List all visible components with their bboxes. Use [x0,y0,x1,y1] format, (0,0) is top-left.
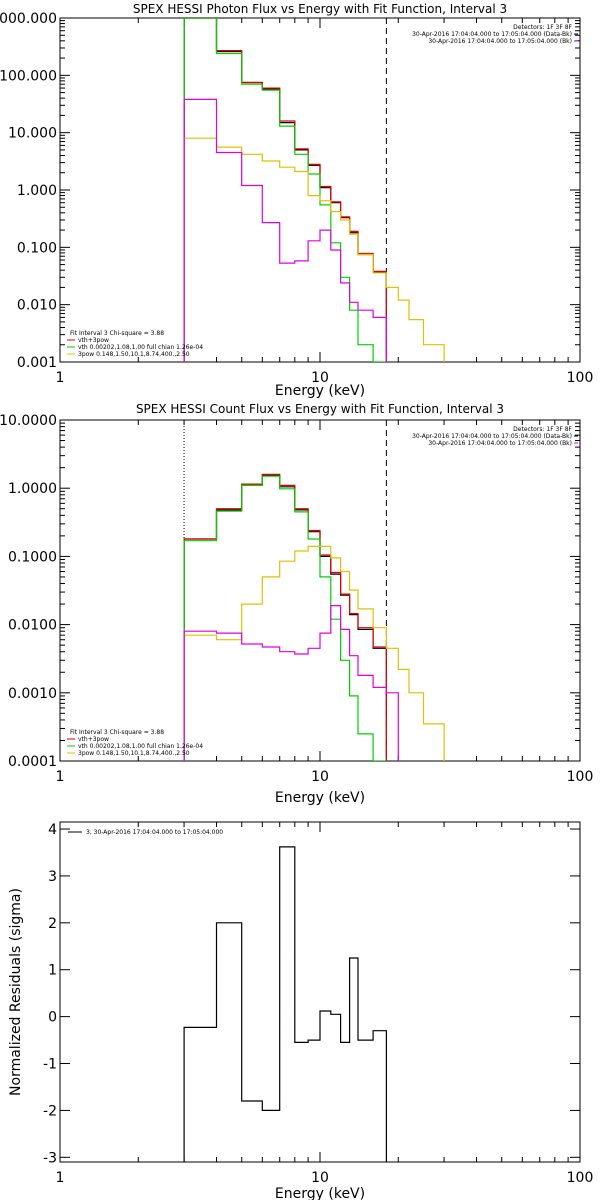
plot-frame [59,419,581,762]
series-group [183,473,445,761]
y-tick-label: 1.000 [17,183,57,199]
chart-panel-3: Energy (keV) Normalized Residuals (sigma)… [8,821,594,1200]
series-line-3 [183,475,387,761]
legend-top-entry: Detectors: 1F 3F 8F [513,24,572,31]
x-tick-label: 10 [311,1170,329,1186]
series-line-1 [183,474,387,761]
y-tick-label: 3 [48,869,57,885]
chart-title: SPEX HESSI Count Flux vs Energy with Fit… [136,402,504,416]
x-tick-label: 1 [56,769,65,785]
y-tick-label: 2 [48,916,57,932]
legend-entry: 3, 30-Apr-2016 17:04:04.000 to 17:05:04.… [86,829,223,836]
chart-panel-1: SPEX HESSI Photon Flux vs Energy with Fi… [0,2,593,399]
x-tick-label: 1 [56,1170,65,1186]
legend-bottom-entry: 3pow 0.148,1.50,10.1,8.74,400.,2.50 [78,351,190,358]
legend-top-entry: Detectors: 1F 3F 8F [513,426,572,433]
x-axis-label: Energy (keV) [275,1186,365,1200]
y-tick-label: 0.100 [17,240,57,256]
series-line-1 [183,846,387,1162]
y-tick-label: 1 [48,963,57,979]
legend-bottom-entry: Fit Interval 3 Chi-square = 3.88 [70,330,164,337]
legend-bottom-entry: vth 0.00202,1.08,1.00 full chian 1.26e-0… [78,344,203,351]
y-tick-label: 0.1000 [8,549,57,565]
series-line-2 [183,473,387,761]
y-tick-label: -2 [43,1103,57,1119]
legend-bottom-entry: Fit Interval 3 Chi-square = 3.88 [70,729,164,736]
series-line-5 [183,98,387,362]
y-tick-label: 0 [48,1010,57,1026]
legend-bottom-entry: vth 0.00202,1.08,1.00 full chian 1.26e-0… [78,743,203,750]
x-tick-label: 10 [311,769,329,785]
legend-top-entry: 30-Apr-2016 17:04:04.000 to 17:05:04.000… [412,31,572,38]
series-group [183,18,445,362]
y-tick-label: 0.001 [17,355,57,371]
y-tick-label: 4 [48,822,57,838]
x-tick-label: 100 [567,1170,594,1186]
x-axis-label: Energy (keV) [275,383,365,399]
y-tick-label: 100.000 [0,68,57,84]
y-tick-label: 0.0010 [8,686,57,702]
legend-top-entry: 30-Apr-2016 17:04:04.000 to 17:05:04.000… [412,433,572,440]
y-tick-label: 1.0000 [8,481,57,497]
y-tick-label: -1 [43,1057,57,1073]
y-tick-label: 0.010 [17,298,57,314]
y-tick-label: -3 [43,1150,57,1166]
y-tick-label: 0.0001 [8,754,57,770]
x-tick-label: 10 [311,370,329,386]
legend-bottom-entry: 3pow 0.148,1.50,10.1,8.74,400.,2.50 [78,750,190,757]
series-group [183,846,387,1162]
chart-title: SPEX HESSI Photon Flux vs Energy with Fi… [133,2,507,16]
x-tick-label: 1 [56,370,65,386]
x-tick-label: 100 [567,370,594,386]
series-line-4 [183,137,445,362]
series-line-3 [183,18,387,362]
plot-frame [59,821,581,1163]
x-axis-label: Energy (keV) [275,790,365,806]
legend-top-entry: 30-Apr-2016 17:04:04.000 to 17:05:04.000… [428,38,572,45]
series-line-5 [183,605,399,761]
chart-panel-2: SPEX HESSI Count Flux vs Energy with Fit… [0,402,593,806]
y-tick-label: 10.0000 [0,413,57,429]
y-tick-label: 10.000 [8,126,57,142]
y-tick-label: 0.0100 [8,618,57,634]
legend-bottom-entry: vth+3pow [78,736,109,743]
legend-bottom-entry: vth+3pow [78,337,109,344]
y-tick-label: 1000.000 [0,11,57,27]
x-tick-label: 100 [567,769,594,785]
y-axis-label: Normalized Residuals (sigma) [8,888,24,1096]
series-line-4 [183,545,445,761]
legend-top-entry: 30-Apr-2016 17:04:04.000 to 17:05:04.000… [428,440,572,447]
